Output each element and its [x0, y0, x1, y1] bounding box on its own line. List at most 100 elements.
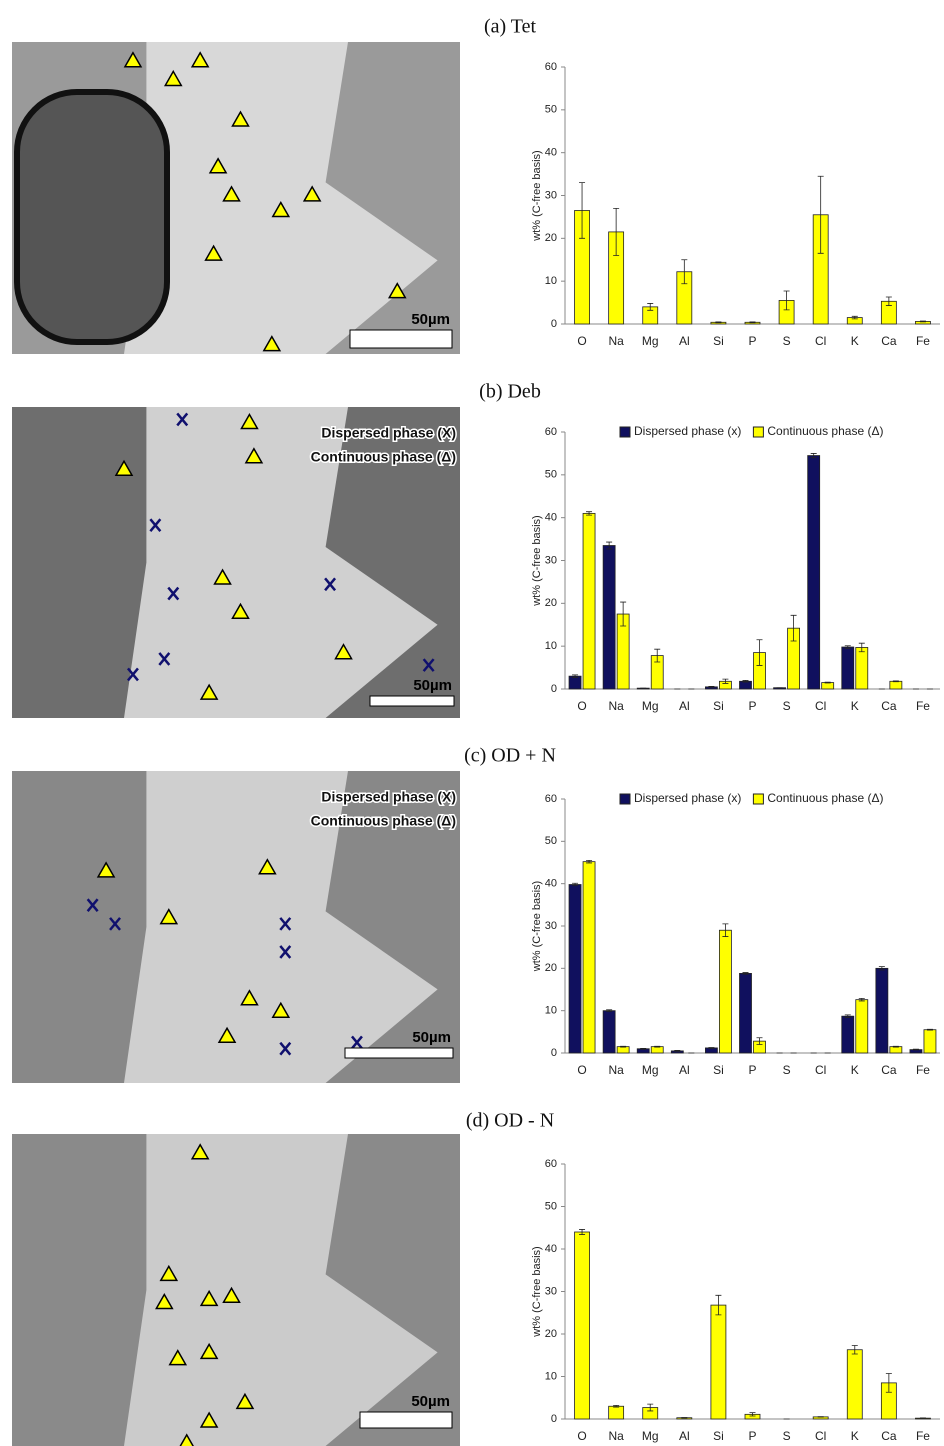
legend-swatch — [753, 794, 763, 804]
y-tick-label: 50 — [545, 469, 557, 481]
x-tick-label: Fe — [916, 1063, 930, 1077]
x-tick-label: Na — [608, 699, 624, 713]
x-tick-label: P — [748, 699, 756, 713]
bar — [808, 456, 820, 689]
bar — [924, 1030, 936, 1053]
panel-title: (b) Deb — [479, 381, 541, 403]
scale-bar — [350, 330, 452, 348]
x-tick-label: Si — [713, 1429, 724, 1443]
x-tick-label: Fe — [916, 1429, 930, 1443]
y-tick-label: 30 — [545, 189, 557, 201]
y-tick-label: 40 — [545, 1243, 557, 1255]
bar — [842, 647, 854, 689]
bar — [890, 1047, 902, 1053]
bar — [617, 1047, 629, 1053]
bar — [890, 681, 902, 689]
bar — [847, 1350, 862, 1419]
x-tick-label: Cl — [815, 334, 826, 348]
x-tick-label: K — [851, 1429, 859, 1443]
bar — [842, 1016, 854, 1053]
x-tick-label: K — [851, 699, 859, 713]
y-tick-label: 10 — [545, 275, 557, 287]
x-tick-label: S — [783, 1429, 791, 1443]
bar — [651, 1047, 663, 1053]
scale-bar-label: 50µm — [412, 1029, 451, 1046]
x-tick-label: O — [577, 1063, 586, 1077]
scale-bar-label: 50µm — [411, 311, 450, 328]
x-tick-label: O — [577, 1429, 586, 1443]
bar — [740, 973, 752, 1053]
legend-label: Continuous phase (Δ) — [767, 424, 883, 438]
y-tick-label: 50 — [545, 104, 557, 116]
x-tick-label: Mg — [642, 1063, 659, 1077]
x-tick-label: Fe — [916, 699, 930, 713]
y-axis-label: wt% (C-free basis) — [531, 515, 543, 606]
y-tick-label: 60 — [545, 426, 557, 438]
x-tick-label: Ca — [881, 1429, 897, 1443]
x-tick-label: Cl — [815, 1063, 826, 1077]
panel-title: (d) OD - N — [466, 1110, 554, 1132]
x-tick-label: Cl — [815, 1429, 826, 1443]
micrograph-legend: Dispersed phase (X) — [321, 425, 456, 441]
bar — [583, 862, 595, 1053]
x-tick-label: Mg — [642, 1429, 659, 1443]
x-tick-label: Ca — [881, 334, 897, 348]
bar — [719, 930, 731, 1053]
x-tick-label: Si — [713, 1063, 724, 1077]
micrograph-legend: Dispersed phase (X) — [321, 789, 456, 805]
x-tick-label: Cl — [815, 699, 826, 713]
x-tick-label: S — [783, 699, 791, 713]
y-tick-label: 50 — [545, 1200, 557, 1212]
x-tick-label: Mg — [642, 699, 659, 713]
x-tick-label: P — [748, 334, 756, 348]
y-tick-label: 60 — [545, 1158, 557, 1170]
bar — [603, 1011, 615, 1053]
y-axis-label: wt% (C-free basis) — [531, 881, 543, 972]
x-tick-label: Na — [608, 1429, 624, 1443]
y-tick-label: 20 — [545, 962, 557, 974]
x-tick-label: Al — [679, 334, 690, 348]
x-tick-label: O — [577, 334, 586, 348]
panel-title: (a) Tet — [484, 16, 537, 38]
x-tick-label: Al — [679, 1063, 690, 1077]
y-tick-label: 50 — [545, 835, 557, 847]
legend-swatch — [620, 794, 630, 804]
scale-bar — [370, 696, 454, 706]
y-tick-label: 10 — [545, 1370, 557, 1382]
y-tick-label: 30 — [545, 920, 557, 932]
scale-bar-label: 50µm — [411, 1393, 450, 1410]
bar — [569, 676, 581, 689]
x-tick-label: S — [783, 1063, 791, 1077]
bar — [856, 1000, 868, 1053]
y-tick-label: 0 — [551, 1047, 557, 1059]
x-tick-label: O — [577, 699, 586, 713]
y-tick-label: 10 — [545, 1005, 557, 1017]
y-tick-label: 40 — [545, 512, 557, 524]
x-tick-label: K — [851, 334, 859, 348]
x-tick-label: Ca — [881, 1063, 897, 1077]
x-tick-label: Al — [679, 699, 690, 713]
y-tick-label: 60 — [545, 61, 557, 73]
x-tick-label: P — [748, 1429, 756, 1443]
y-tick-label: 20 — [545, 1328, 557, 1340]
legend-label: Dispersed phase (x) — [634, 424, 741, 438]
scale-bar — [345, 1048, 453, 1058]
bar — [583, 513, 595, 689]
micrograph-legend: Continuous phase (Δ) — [311, 449, 456, 465]
y-tick-label: 30 — [545, 1285, 557, 1297]
micrograph-legend: Continuous phase (Δ) — [311, 813, 456, 829]
x-tick-label: Fe — [916, 334, 930, 348]
y-tick-label: 60 — [545, 793, 557, 805]
bar — [711, 1305, 726, 1419]
y-tick-label: 30 — [545, 554, 557, 566]
legend-label: Dispersed phase (x) — [634, 791, 741, 805]
legend-swatch — [753, 427, 763, 437]
y-axis-label: wt% (C-free basis) — [531, 1246, 543, 1337]
legend-label: Continuous phase (Δ) — [767, 791, 883, 805]
x-tick-label: Ca — [881, 699, 897, 713]
scale-bar — [360, 1412, 452, 1428]
y-tick-label: 0 — [551, 683, 557, 695]
legend-swatch — [620, 427, 630, 437]
bar — [569, 885, 581, 1053]
x-tick-label: K — [851, 1063, 859, 1077]
